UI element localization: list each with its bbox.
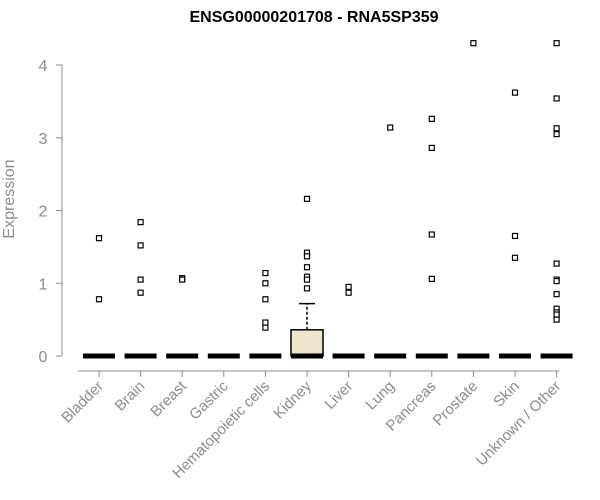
- y-ticks: 0 1 2 3 4: [39, 58, 62, 366]
- x-tick-label: Lung: [362, 378, 398, 414]
- outlier-point: [262, 324, 269, 331]
- outlier-point: [553, 40, 560, 47]
- outlier-point: [262, 296, 269, 303]
- outlier-point: [262, 269, 269, 277]
- box-group: [83, 235, 115, 359]
- outlier-point: [428, 231, 435, 238]
- box-group: [332, 283, 365, 359]
- outlier-point: [303, 264, 311, 271]
- outlier-point: [345, 289, 352, 296]
- box-group: [166, 275, 199, 359]
- x-tick-label: Prostate: [430, 378, 482, 430]
- y-tick-label: 4: [39, 58, 48, 75]
- outlier-point: [303, 195, 311, 202]
- outlier-point: [553, 125, 560, 132]
- x-tick-label: Bladder: [58, 378, 107, 427]
- x-tick-label: Liver: [321, 378, 356, 413]
- outlier-point: [553, 95, 560, 102]
- x-tick-label: Brain: [112, 378, 149, 415]
- box-group: [124, 219, 157, 359]
- y-tick-label: 2: [39, 204, 48, 221]
- outlier-point: [428, 144, 435, 152]
- box-group: [499, 89, 531, 359]
- x-tick-label: Skin: [490, 378, 523, 411]
- outlier-point: [553, 260, 560, 267]
- outlier-point: [95, 296, 103, 303]
- box-group: [374, 124, 407, 359]
- box-group: [415, 115, 448, 359]
- box-group: [540, 40, 573, 359]
- box-rect: [290, 329, 324, 357]
- outlier-point: [303, 276, 311, 283]
- outlier-point: [428, 275, 435, 282]
- outlier-point: [553, 131, 560, 138]
- chart-title: ENSG00000201708 - RNA5SP359: [189, 9, 438, 26]
- outlier-point: [553, 311, 560, 318]
- outlier-point: [95, 235, 103, 242]
- box-series: [83, 40, 573, 359]
- y-axis-label: Expression: [1, 159, 18, 238]
- outlier-point: [553, 316, 560, 323]
- outlier-point: [262, 319, 269, 326]
- outlier-point: [511, 232, 519, 240]
- outlier-point: [428, 115, 435, 122]
- y-tick-label: 1: [39, 276, 48, 293]
- outlier-point: [303, 253, 311, 260]
- outlier-point: [345, 283, 352, 290]
- outlier-point: [553, 277, 560, 285]
- outlier-point: [303, 285, 311, 292]
- outlier-point: [470, 40, 477, 47]
- outlier-point: [179, 276, 186, 283]
- outlier-point: [137, 219, 144, 226]
- outlier-point: [511, 254, 519, 261]
- x-tick-label: Breast: [147, 377, 190, 420]
- box-group: [457, 40, 490, 359]
- outlier-point: [387, 124, 394, 131]
- outlier-point: [553, 291, 560, 298]
- outlier-point: [137, 242, 144, 249]
- outlier-point: [137, 289, 144, 296]
- box-group: [249, 269, 282, 359]
- y-tick-label: 0: [39, 349, 48, 366]
- y-tick-label: 3: [39, 131, 48, 148]
- box-group: [290, 195, 324, 359]
- outlier-point: [137, 276, 144, 283]
- outlier-point: [511, 89, 519, 96]
- x-tick-label: Kidney: [270, 377, 315, 422]
- outlier-point: [262, 280, 269, 287]
